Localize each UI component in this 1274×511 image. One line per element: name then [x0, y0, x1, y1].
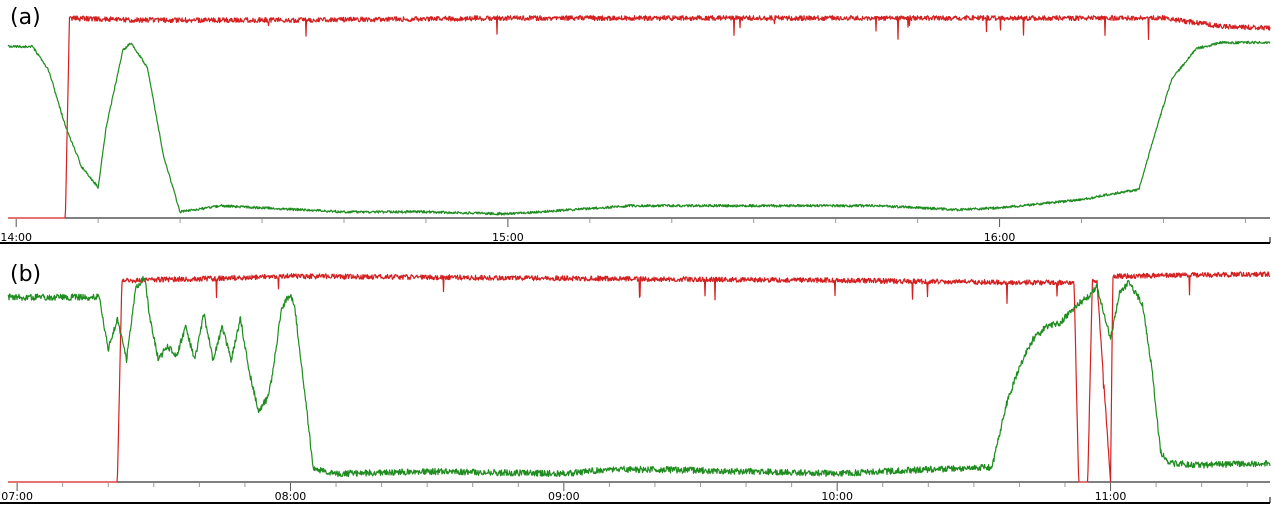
- panel-b: (b) 07:00 08:00 09:00 10:00 11:00: [0, 262, 1271, 504]
- series-line-red: [7, 15, 1271, 219]
- panel-a: (a) 14:00 15:00 16:00: [0, 5, 1271, 244]
- x-tick-label: 08:00: [275, 490, 307, 503]
- panel-label: (b): [10, 262, 41, 287]
- series-line-green: [7, 40, 1271, 216]
- x-tick-label: 09:00: [548, 490, 580, 503]
- x-tick-label: 16:00: [984, 231, 1016, 244]
- series-line-red: [7, 271, 1271, 483]
- x-tick-label: 14:00: [0, 231, 32, 244]
- series-line-green: [7, 275, 1271, 478]
- x-tick-label: 11:00: [1095, 490, 1127, 503]
- x-tick-label: 10:00: [821, 490, 853, 503]
- x-tick-label: 15:00: [492, 231, 524, 244]
- panel-label: (a): [10, 5, 41, 30]
- x-tick-label: 07:00: [1, 490, 33, 503]
